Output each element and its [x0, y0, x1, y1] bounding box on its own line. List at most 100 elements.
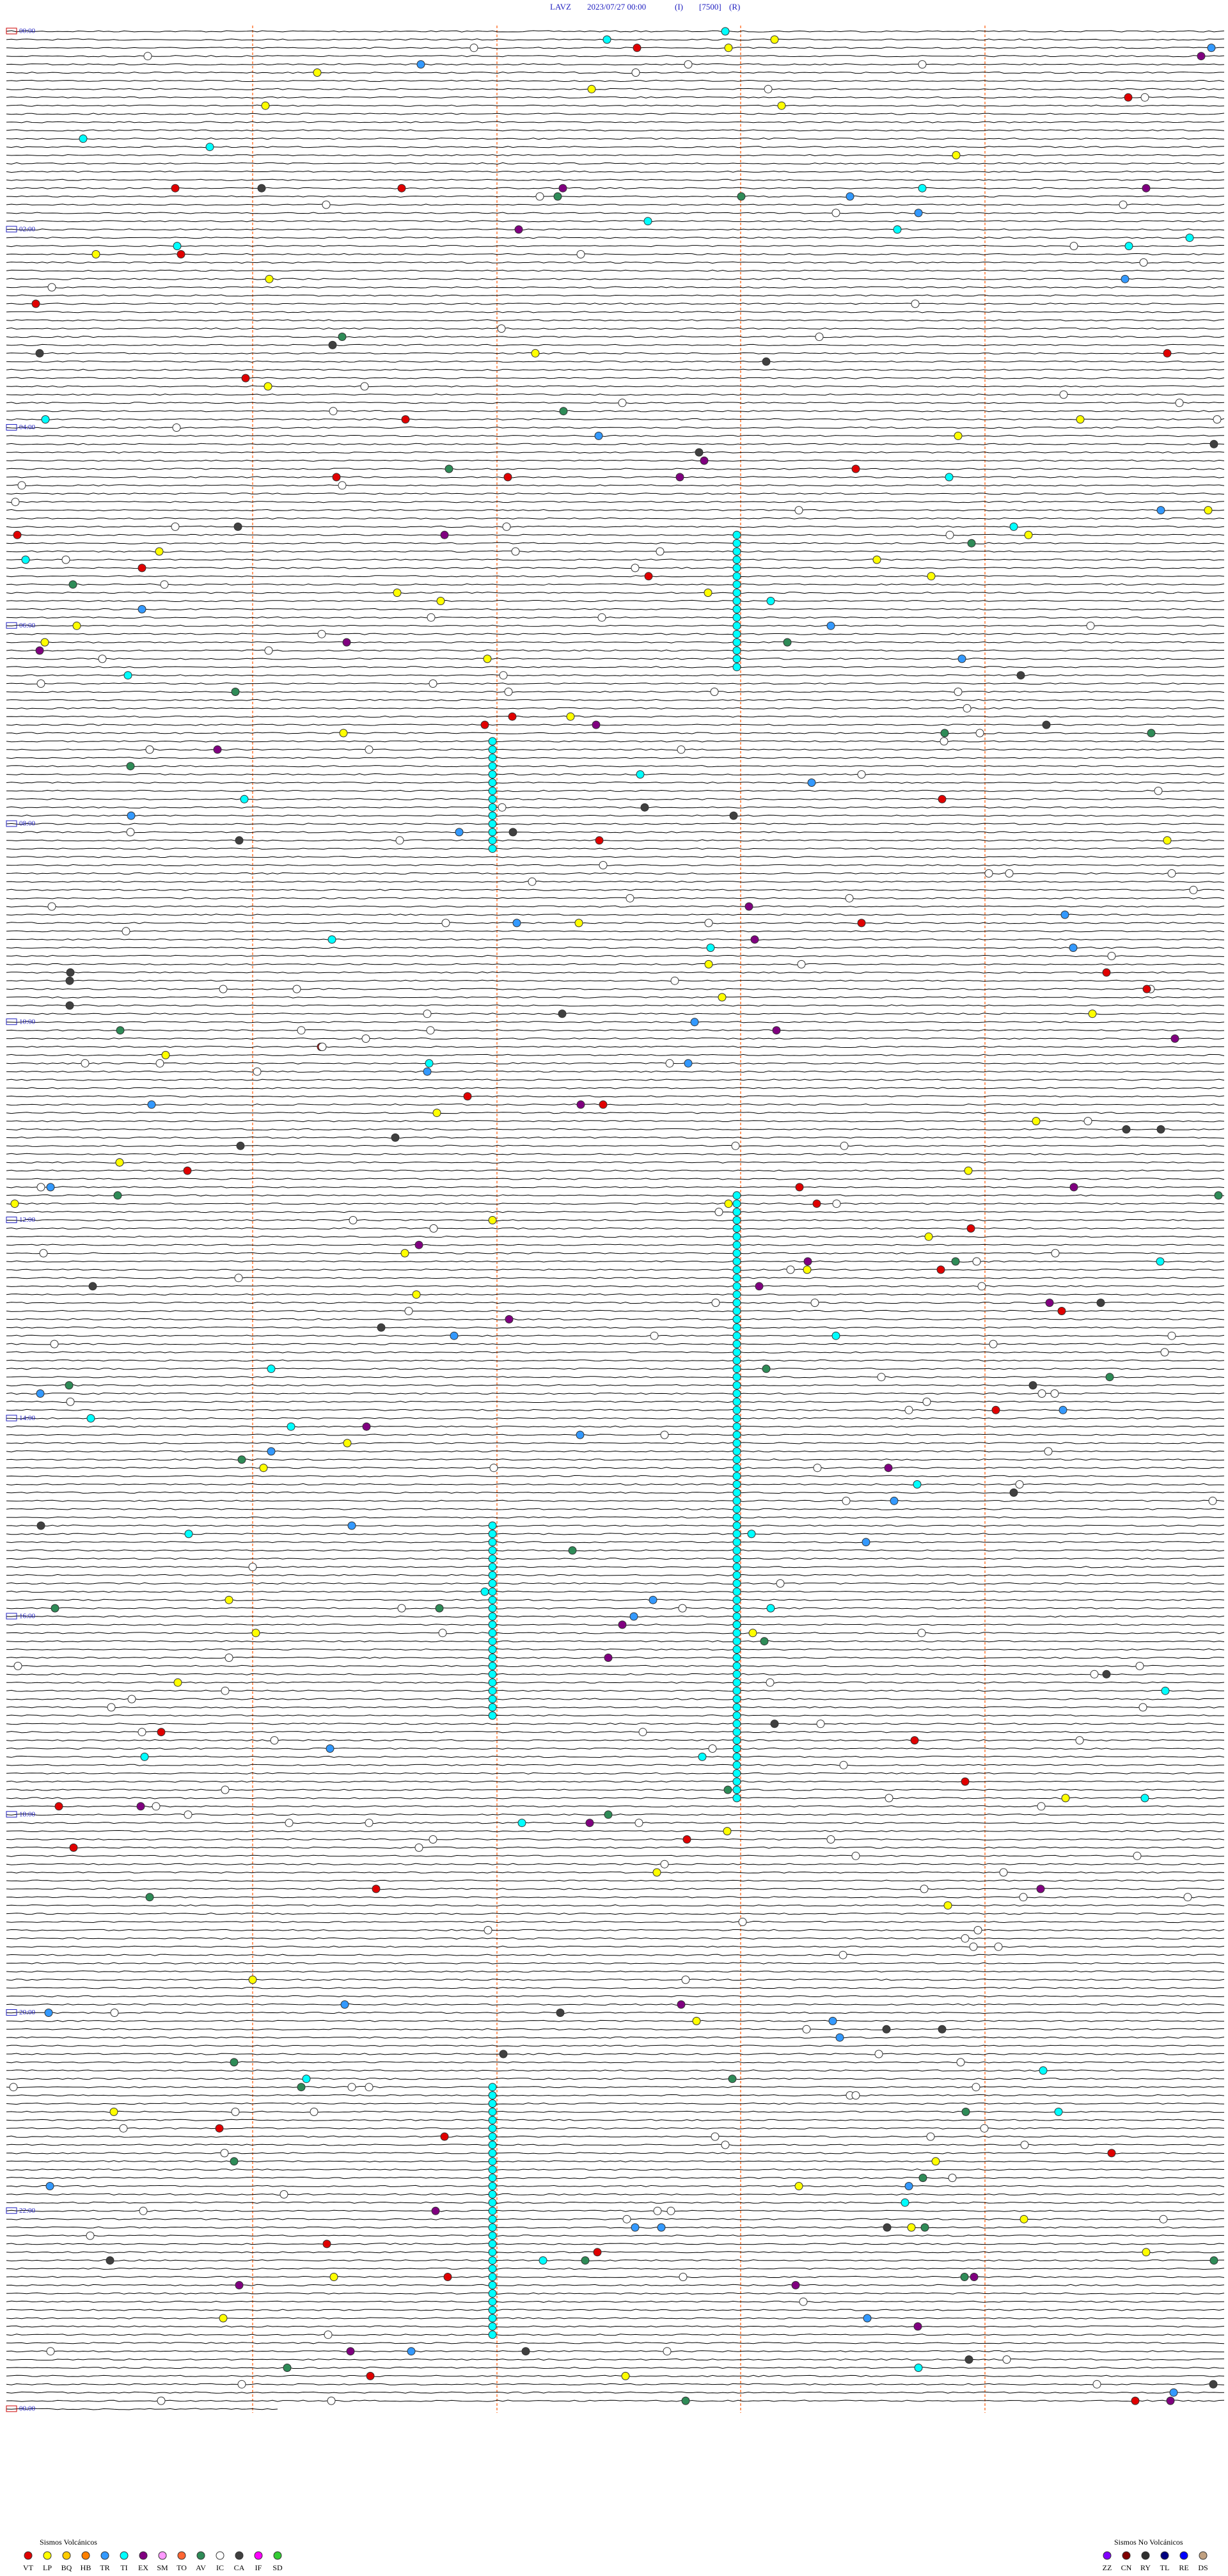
event [488, 2091, 497, 2100]
event [732, 1208, 741, 1217]
trace [6, 525, 1225, 528]
event [638, 1728, 647, 1737]
event [184, 1529, 193, 1538]
event [660, 1860, 669, 1869]
event [945, 530, 954, 539]
trace [6, 1565, 1225, 1569]
trace [6, 2218, 1225, 2220]
event [414, 1843, 423, 1852]
trace [6, 732, 1225, 734]
event [50, 1339, 59, 1348]
event [488, 786, 497, 795]
event [690, 1018, 699, 1027]
event [404, 1307, 413, 1315]
trace [6, 1896, 1225, 1899]
event [732, 1249, 741, 1258]
event [901, 2198, 909, 2207]
event [488, 844, 497, 853]
event [728, 2074, 737, 2083]
event [1057, 1307, 1066, 1315]
trace [6, 2391, 1224, 2394]
event [732, 597, 741, 605]
event [160, 580, 169, 589]
event [1002, 2355, 1011, 2364]
event [910, 1736, 919, 1745]
trace [6, 2019, 1224, 2023]
trace [6, 129, 1225, 132]
event [732, 1513, 741, 1522]
event [732, 654, 741, 663]
event [483, 654, 492, 663]
event [732, 1389, 741, 1398]
event [1119, 200, 1128, 209]
event [682, 1835, 691, 1844]
legend-label: ZZ [1103, 2563, 1112, 2572]
event [890, 1496, 899, 1505]
event [633, 43, 642, 52]
trace [6, 748, 1225, 751]
event [1060, 910, 1069, 919]
hour-label: 08:00 [19, 820, 36, 828]
event [657, 2223, 666, 2232]
event [882, 2025, 891, 2034]
trace [6, 2028, 1225, 2030]
event [21, 555, 30, 564]
trace [6, 286, 1225, 288]
trace [6, 591, 1225, 594]
trace [6, 839, 1225, 842]
event [224, 1654, 233, 1662]
event [964, 1166, 973, 1175]
legend-label: RY [1140, 2563, 1151, 2572]
event [732, 1654, 741, 1662]
trace [6, 2408, 278, 2410]
event [1124, 242, 1133, 251]
event [88, 1282, 97, 1291]
event [1163, 349, 1172, 358]
event [963, 704, 972, 713]
event [729, 811, 738, 820]
event [147, 1100, 156, 1109]
event [488, 2115, 497, 2124]
event [445, 464, 453, 473]
trace [6, 823, 1225, 825]
trace [6, 1013, 1225, 1015]
trace [6, 410, 1225, 413]
event [851, 464, 860, 473]
legend-swatch [24, 2551, 33, 2560]
event [681, 2396, 690, 2405]
trace [6, 2160, 1225, 2163]
event [838, 1950, 847, 1959]
trace [6, 2110, 1224, 2114]
trace [6, 1227, 1225, 1230]
event [1088, 1009, 1097, 1018]
trace [6, 1219, 1225, 1222]
event [675, 473, 684, 482]
trace [6, 1813, 1225, 1816]
legend-swatch [1179, 2551, 1188, 2560]
event [840, 1141, 849, 1150]
event [488, 2132, 497, 2141]
event [297, 2083, 306, 2092]
trace [6, 757, 1225, 759]
trace [6, 1846, 1225, 1849]
event [338, 481, 347, 490]
event [488, 1703, 497, 1712]
trace [6, 1021, 1225, 1023]
event [732, 1661, 741, 1670]
trace [6, 1615, 1225, 1618]
event [488, 778, 497, 787]
event [423, 1067, 432, 1076]
trace [6, 244, 1225, 248]
hour-label: 06:00 [19, 622, 36, 629]
event [684, 60, 693, 69]
event [488, 745, 497, 754]
event [488, 836, 497, 845]
trace [6, 864, 1225, 867]
event [980, 2124, 989, 2133]
event [1069, 1183, 1078, 1192]
event [732, 1571, 741, 1579]
event [66, 1397, 75, 1406]
event [332, 473, 341, 482]
trace [6, 1103, 1225, 1106]
